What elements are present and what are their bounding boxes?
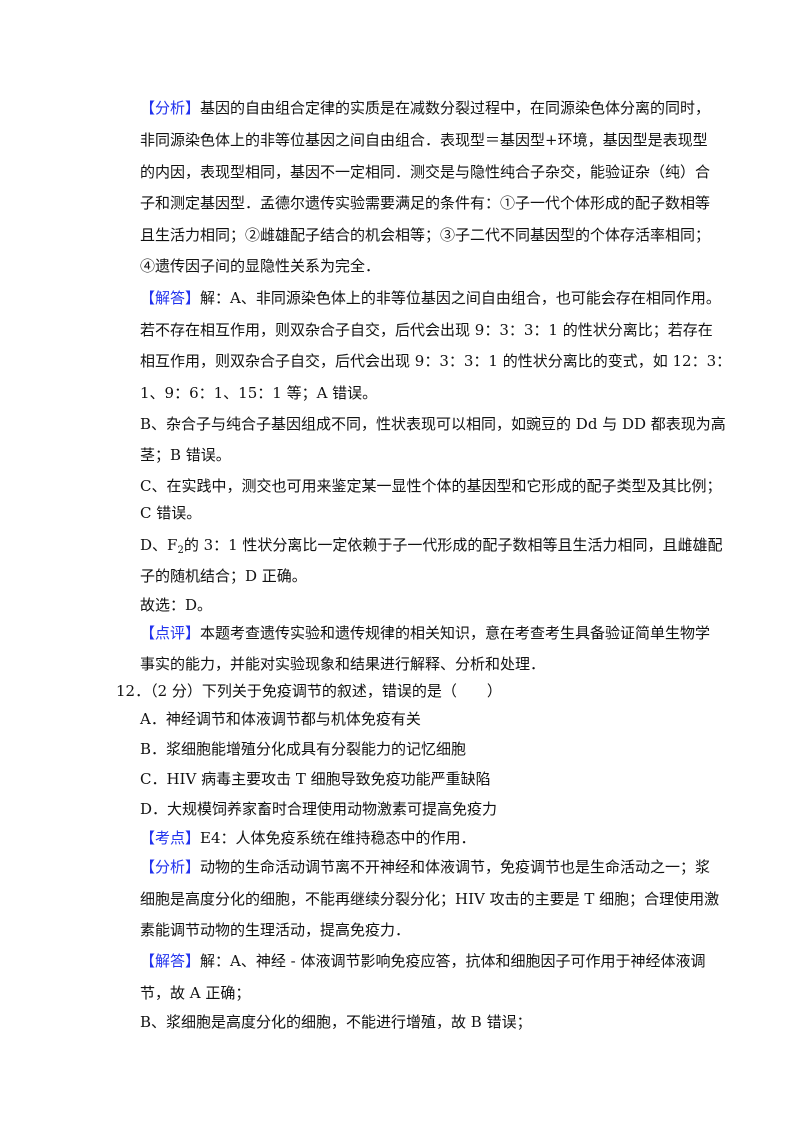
text-line: B、浆细胞是高度分化的细胞，不能进行增殖，故 B 错误； xyxy=(140,1012,532,1032)
line-text: 茎；B 错误。 xyxy=(140,446,231,464)
line-text: ④遗传因子间的显隐性关系为完全． xyxy=(140,257,381,275)
text-line: C 错误。 xyxy=(140,503,201,523)
text-line: 的内因，表现型相同，基因不一定相同．测交是与隐性纯合子杂交，能验证杂（纯）合 xyxy=(140,162,710,182)
text-line: 相互作用，则双杂合子自交，后代会出现 9：3：3：1 的性状分离比的变式，如 1… xyxy=(140,351,731,371)
line-text: 素能调节动物的生理活动，提高免疫力． xyxy=(140,921,411,939)
section-tag: 【解答】 xyxy=(140,952,201,970)
text-line: 【解答】解：A、非同源染色体上的非等位基因之间自由组合，也可能会存在相同作用。 xyxy=(140,288,721,308)
line-text: 动物的生命活动调节离不开神经和体液调节，免疫调节也是生命活动之一；浆 xyxy=(200,858,711,876)
text-line: B．浆细胞能增殖分化成具有分裂能力的记忆细胞 xyxy=(140,739,466,759)
text-line: 若不存在相互作用，则双杂合子自交，后代会出现 9：3：3：1 的性状分离比；若存… xyxy=(140,320,713,340)
text-line: 子的随机结合；D 正确。 xyxy=(140,566,307,586)
line-text: E4：人体免疫系统在维持稳态中的作用． xyxy=(200,829,476,847)
line-text: D、F xyxy=(140,536,178,554)
text-line: 素能调节动物的生理活动，提高免疫力． xyxy=(140,920,410,940)
text-line: ④遗传因子间的显隐性关系为完全． xyxy=(140,256,380,276)
line-text: 若不存在相互作用，则双杂合子自交，后代会出现 9：3：3：1 的性状分离比；若存… xyxy=(140,321,713,339)
subscript: 2 xyxy=(177,545,184,556)
text-line: 故选：D。 xyxy=(140,595,212,615)
line-text: 子的随机结合；D 正确。 xyxy=(140,567,307,585)
line-text: 基因的自由组合定律的实质是在减数分裂过程中，在同源染色体分离的同时， xyxy=(200,99,711,117)
line-text: 解：A、神经 - 体液调节影响免疫应答，抗体和细胞因子可作用于神经体液调 xyxy=(200,952,706,970)
line-text: C．HIV 病毒主要攻击 T 细胞导致免疫功能严重缺陷 xyxy=(140,770,491,788)
line-text: 12．（2 分）下列关于免疫调节的叙述，错误的是（ ） xyxy=(116,682,502,700)
text-line: 茎；B 错误。 xyxy=(140,445,231,465)
line-text: 故选：D。 xyxy=(140,596,213,614)
text-line: 【点评】本题考查遗传实验和遗传规律的相关知识，意在考查考生具备验证简单生物学 xyxy=(140,623,710,643)
question-stem: 12．（2 分）下列关于免疫调节的叙述，错误的是（ ） xyxy=(116,681,502,701)
line-text: B、杂合子与纯合子基因组成不同，性状表现可以相同，如豌豆的 Dd 与 DD 都表… xyxy=(140,415,726,433)
line-text: 本题考查遗传实验和遗传规律的相关知识，意在考查考生具备验证简单生物学 xyxy=(200,624,711,642)
text-line: D．大规模饲养家畜时合理使用动物激素可提高免疫力 xyxy=(140,799,497,819)
text-line: 【分析】动物的生命活动调节离不开神经和体液调节，免疫调节也是生命活动之一；浆 xyxy=(140,857,710,877)
text-line: D、F2的 3：1 性状分离比一定依赖于子一代形成的配子数相等且生活力相同，且雌… xyxy=(140,535,723,556)
line-text: B．浆细胞能增殖分化成具有分裂能力的记忆细胞 xyxy=(140,740,467,758)
line-text: 非同源染色体上的非等位基因之间自由组合．表现型＝基因型+环境，基因型是表现型 xyxy=(140,131,708,149)
text-line: 且生活力相同；②雌雄配子结合的机会相等；③子二代不同基因型的个体存活率相同； xyxy=(140,225,710,245)
line-text-continued: 的 3：1 性状分离比一定依赖于子一代形成的配子数相等且生活力相同，且雌雄配 xyxy=(183,536,723,554)
line-text: 且生活力相同；②雌雄配子结合的机会相等；③子二代不同基因型的个体存活率相同； xyxy=(140,226,711,244)
line-text: 解：A、非同源染色体上的非等位基因之间自由组合，也可能会存在相同作用。 xyxy=(200,289,721,307)
line-text: B、浆细胞是高度分化的细胞，不能进行增殖，故 B 错误； xyxy=(140,1013,532,1031)
line-text: C 错误。 xyxy=(140,504,202,522)
line-text: 细胞是高度分化的细胞，不能再继续分裂分化；HIV 攻击的主要是 T 细胞；合理使… xyxy=(140,890,720,908)
text-line: B、杂合子与纯合子基因组成不同，性状表现可以相同，如豌豆的 Dd 与 DD 都表… xyxy=(140,414,726,434)
line-text: A．神经调节和体液调节都与机体免疫有关 xyxy=(140,710,421,728)
line-text: 的内因，表现型相同，基因不一定相同．测交是与隐性纯合子杂交，能验证杂（纯）合 xyxy=(140,163,711,181)
text-line: 1、9：6：1、15：1 等；A 错误。 xyxy=(140,383,377,403)
text-line: 子和测定基因型．孟德尔遗传实验需要满足的条件有：①子一代个体形成的配子数相等 xyxy=(140,193,710,213)
line-text: D．大规模饲养家畜时合理使用动物激素可提高免疫力 xyxy=(140,800,498,818)
text-line: C、在实践中，测交也可用来鉴定某一显性个体的基因型和它形成的配子类型及其比例； xyxy=(140,476,721,496)
section-tag: 【点评】 xyxy=(140,624,201,642)
line-text: 节，故 A 正确； xyxy=(140,984,251,1002)
line-text: 子和测定基因型．孟德尔遗传实验需要满足的条件有：①子一代个体形成的配子数相等 xyxy=(140,194,711,212)
line-text: 1、9：6：1、15：1 等；A 错误。 xyxy=(140,384,378,402)
text-line: 节，故 A 正确； xyxy=(140,983,250,1003)
text-line: 【考点】E4：人体免疫系统在维持稳态中的作用． xyxy=(140,828,476,848)
text-line: 细胞是高度分化的细胞，不能再继续分裂分化；HIV 攻击的主要是 T 细胞；合理使… xyxy=(140,889,719,909)
text-line: 事实的能力，并能对实验现象和结果进行解释、分析和处理． xyxy=(140,654,545,674)
text-line: 非同源染色体上的非等位基因之间自由组合．表现型＝基因型+环境，基因型是表现型 xyxy=(140,130,708,150)
line-text: 事实的能力，并能对实验现象和结果进行解释、分析和处理． xyxy=(140,655,546,673)
line-text: 相互作用，则双杂合子自交，后代会出现 9：3：3：1 的性状分离比的变式，如 1… xyxy=(140,352,732,370)
text-line: 【解答】解：A、神经 - 体液调节影响免疫应答，抗体和细胞因子可作用于神经体液调 xyxy=(140,951,705,971)
section-tag: 【分析】 xyxy=(140,858,201,876)
text-line: C．HIV 病毒主要攻击 T 细胞导致免疫功能严重缺陷 xyxy=(140,769,491,789)
line-text: C、在实践中，测交也可用来鉴定某一显性个体的基因型和它形成的配子类型及其比例； xyxy=(140,477,722,495)
section-tag: 【考点】 xyxy=(140,829,201,847)
section-tag: 【解答】 xyxy=(140,289,201,307)
text-line: A．神经调节和体液调节都与机体免疫有关 xyxy=(140,709,421,729)
section-tag: 【分析】 xyxy=(140,99,201,117)
text-line: 【分析】基因的自由组合定律的实质是在减数分裂过程中，在同源染色体分离的同时， xyxy=(140,98,710,118)
